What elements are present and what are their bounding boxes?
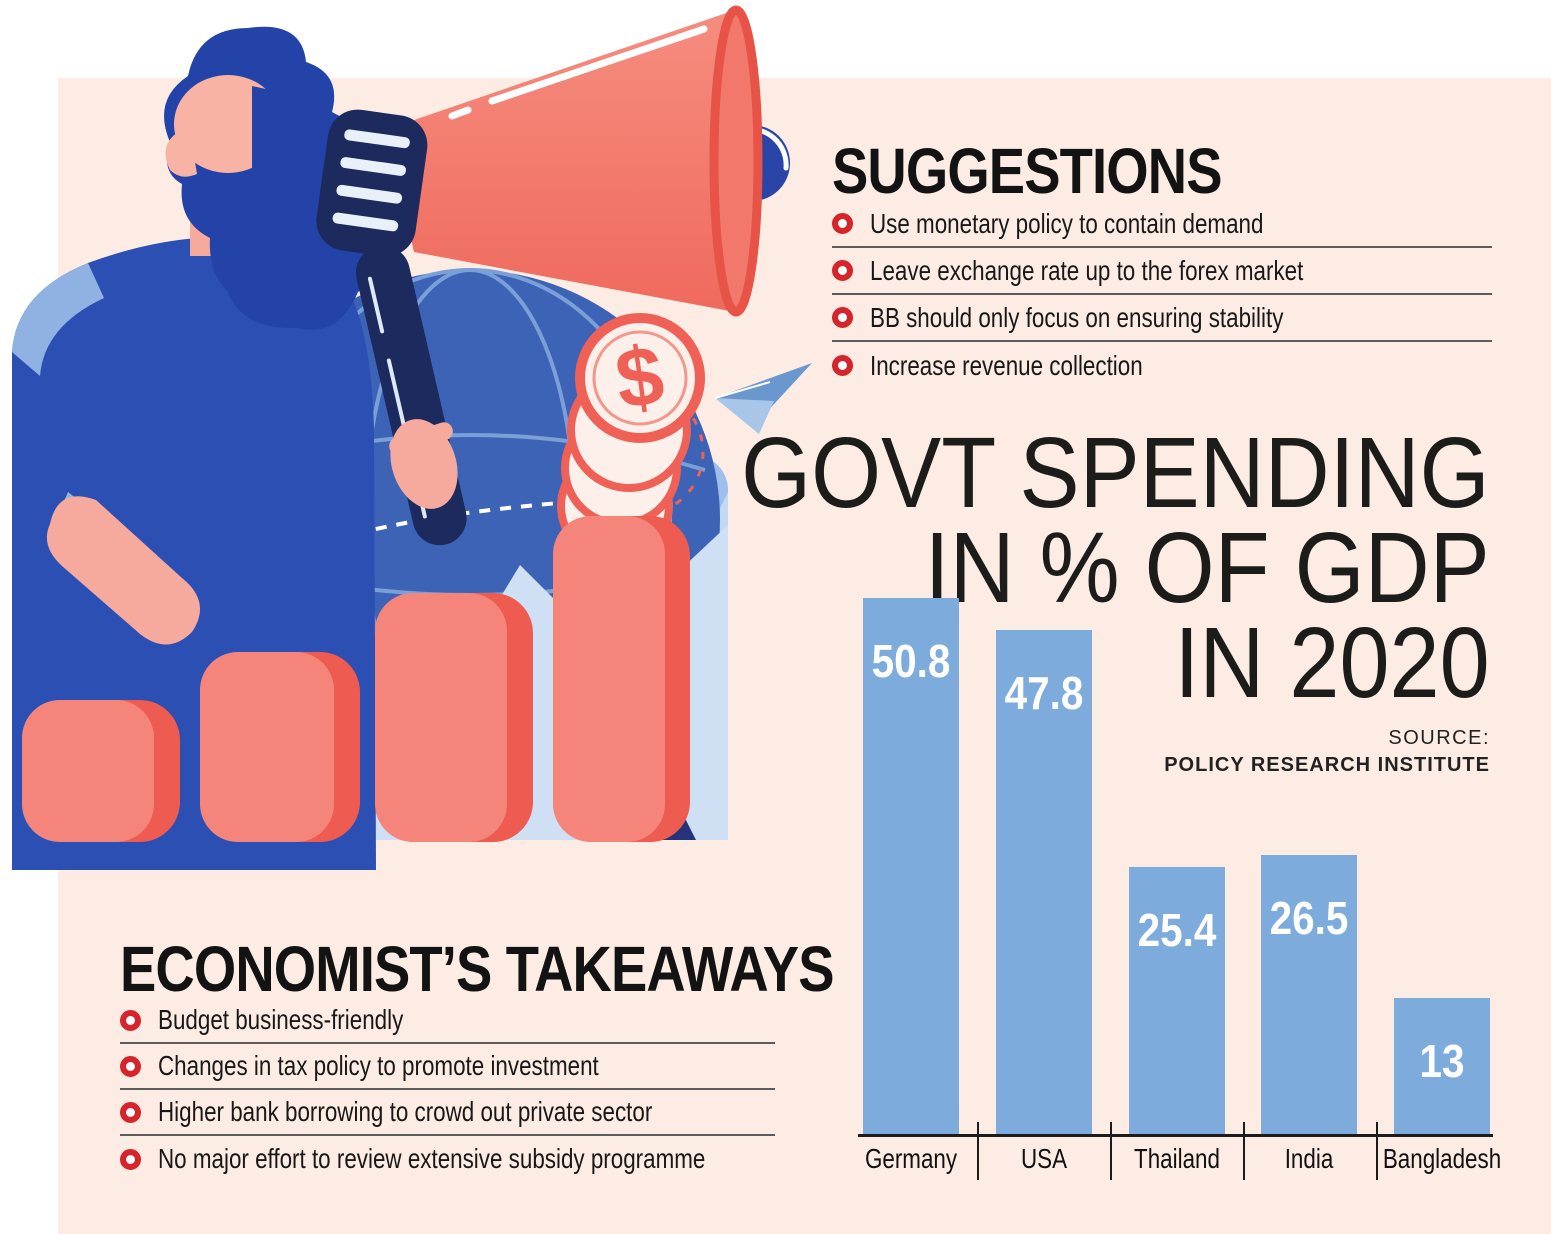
nose bbox=[165, 132, 197, 177]
chart-title-line-3: IN 2020 bbox=[1174, 607, 1490, 719]
bar-thailand: 25.4 bbox=[1128, 867, 1225, 1135]
bar-usa: 47.8 bbox=[995, 630, 1092, 1135]
category-label: USA bbox=[1020, 1143, 1067, 1174]
list-item-label: Higher bank borrowing to crowd out priva… bbox=[158, 1096, 653, 1127]
bar-value-label: 25.4 bbox=[1137, 904, 1216, 956]
chart-title: GOVT SPENDING IN % OF GDP IN 2020 bbox=[741, 417, 1490, 719]
megaphone-mouthpiece bbox=[316, 109, 428, 257]
bullet-ring-icon bbox=[120, 1101, 141, 1123]
list-item-label: BB should only focus on ensuring stabili… bbox=[870, 301, 1284, 333]
axis-tick-separator bbox=[1376, 1122, 1378, 1180]
hand-gripping-handle bbox=[389, 419, 458, 509]
axis-tick-separator bbox=[1243, 1122, 1245, 1180]
source-label: SOURCE: bbox=[1388, 727, 1490, 749]
takeaways-heading: ECONOMIST’S TAKEAWAYS bbox=[120, 933, 834, 1005]
bullet-ring-icon bbox=[120, 1055, 141, 1077]
suggestions-heading: SUGGESTIONS bbox=[832, 135, 1222, 207]
list-item-label: Use monetary policy to contain demand bbox=[870, 207, 1264, 239]
x-axis-line bbox=[858, 1134, 1493, 1137]
bar-bangladesh: 13 bbox=[1394, 998, 1490, 1135]
bar-value-label: 47.8 bbox=[1004, 667, 1084, 719]
axis-tick-separator bbox=[1110, 1122, 1112, 1180]
bullet-ring-icon bbox=[832, 260, 853, 281]
bullet-ring-icon bbox=[832, 355, 853, 376]
bar-value-label: 13 bbox=[1419, 1035, 1465, 1087]
list-item: BB should only focus on ensuring stabili… bbox=[832, 295, 1492, 342]
list-item: Leave exchange rate up to the forex mark… bbox=[832, 248, 1492, 295]
bullet-ring-icon bbox=[120, 1009, 141, 1031]
megaphone-icon bbox=[316, 5, 790, 546]
category-label: Bangladesh bbox=[1382, 1143, 1502, 1174]
source-block: SOURCE: POLICY RESEARCH INSTITUTE bbox=[1164, 727, 1490, 777]
chart-title-line-1: GOVT SPENDING bbox=[741, 417, 1490, 529]
list-item: Budget business-friendly bbox=[120, 998, 775, 1044]
category-label: India bbox=[1284, 1143, 1334, 1174]
paper-plane-icon bbox=[714, 363, 812, 434]
list-item: Changes in tax policy to promote investm… bbox=[120, 1044, 775, 1090]
bar-value-label: 26.5 bbox=[1269, 892, 1349, 944]
bar-india: 26.5 bbox=[1261, 855, 1358, 1135]
bullet-ring-icon bbox=[832, 307, 853, 328]
axis-tick-separator bbox=[977, 1122, 979, 1180]
list-item-label: Budget business-friendly bbox=[158, 1004, 404, 1035]
growth-bars-decoration bbox=[22, 516, 690, 842]
category-label: Thailand bbox=[1133, 1143, 1220, 1174]
category-label: Germany bbox=[864, 1143, 958, 1174]
bullet-ring-icon bbox=[832, 213, 853, 234]
list-item-label: Leave exchange rate up to the forex mark… bbox=[870, 254, 1304, 286]
list-item-label: Changes in tax policy to promote investm… bbox=[158, 1050, 599, 1081]
list-item: Use monetary policy to contain demand bbox=[832, 201, 1492, 248]
man-with-megaphone-illustration: $ bbox=[0, 0, 820, 870]
chart-title-line-2: IN % OF GDP bbox=[924, 512, 1490, 624]
list-item-label: No major effort to review extensive subs… bbox=[158, 1143, 706, 1174]
illustration-svg: $ bbox=[12, 5, 812, 870]
source-value: POLICY RESEARCH INSTITUTE bbox=[1164, 754, 1490, 776]
bar-germany: 50.8 bbox=[863, 598, 959, 1135]
bar-value-label: 50.8 bbox=[871, 635, 951, 687]
takeaways-list: Budget business-friendly Changes in tax p… bbox=[120, 998, 775, 1182]
suggestions-list: Use monetary policy to contain demand Lea… bbox=[832, 201, 1492, 389]
hand-on-hip bbox=[46, 496, 200, 645]
bullet-ring-icon bbox=[120, 1148, 141, 1170]
list-item: Higher bank borrowing to crowd out priva… bbox=[120, 1090, 775, 1136]
list-item-label: Increase revenue collection bbox=[870, 349, 1143, 381]
list-item: Increase revenue collection bbox=[832, 342, 1492, 389]
list-item: No major effort to review extensive subs… bbox=[120, 1136, 775, 1182]
